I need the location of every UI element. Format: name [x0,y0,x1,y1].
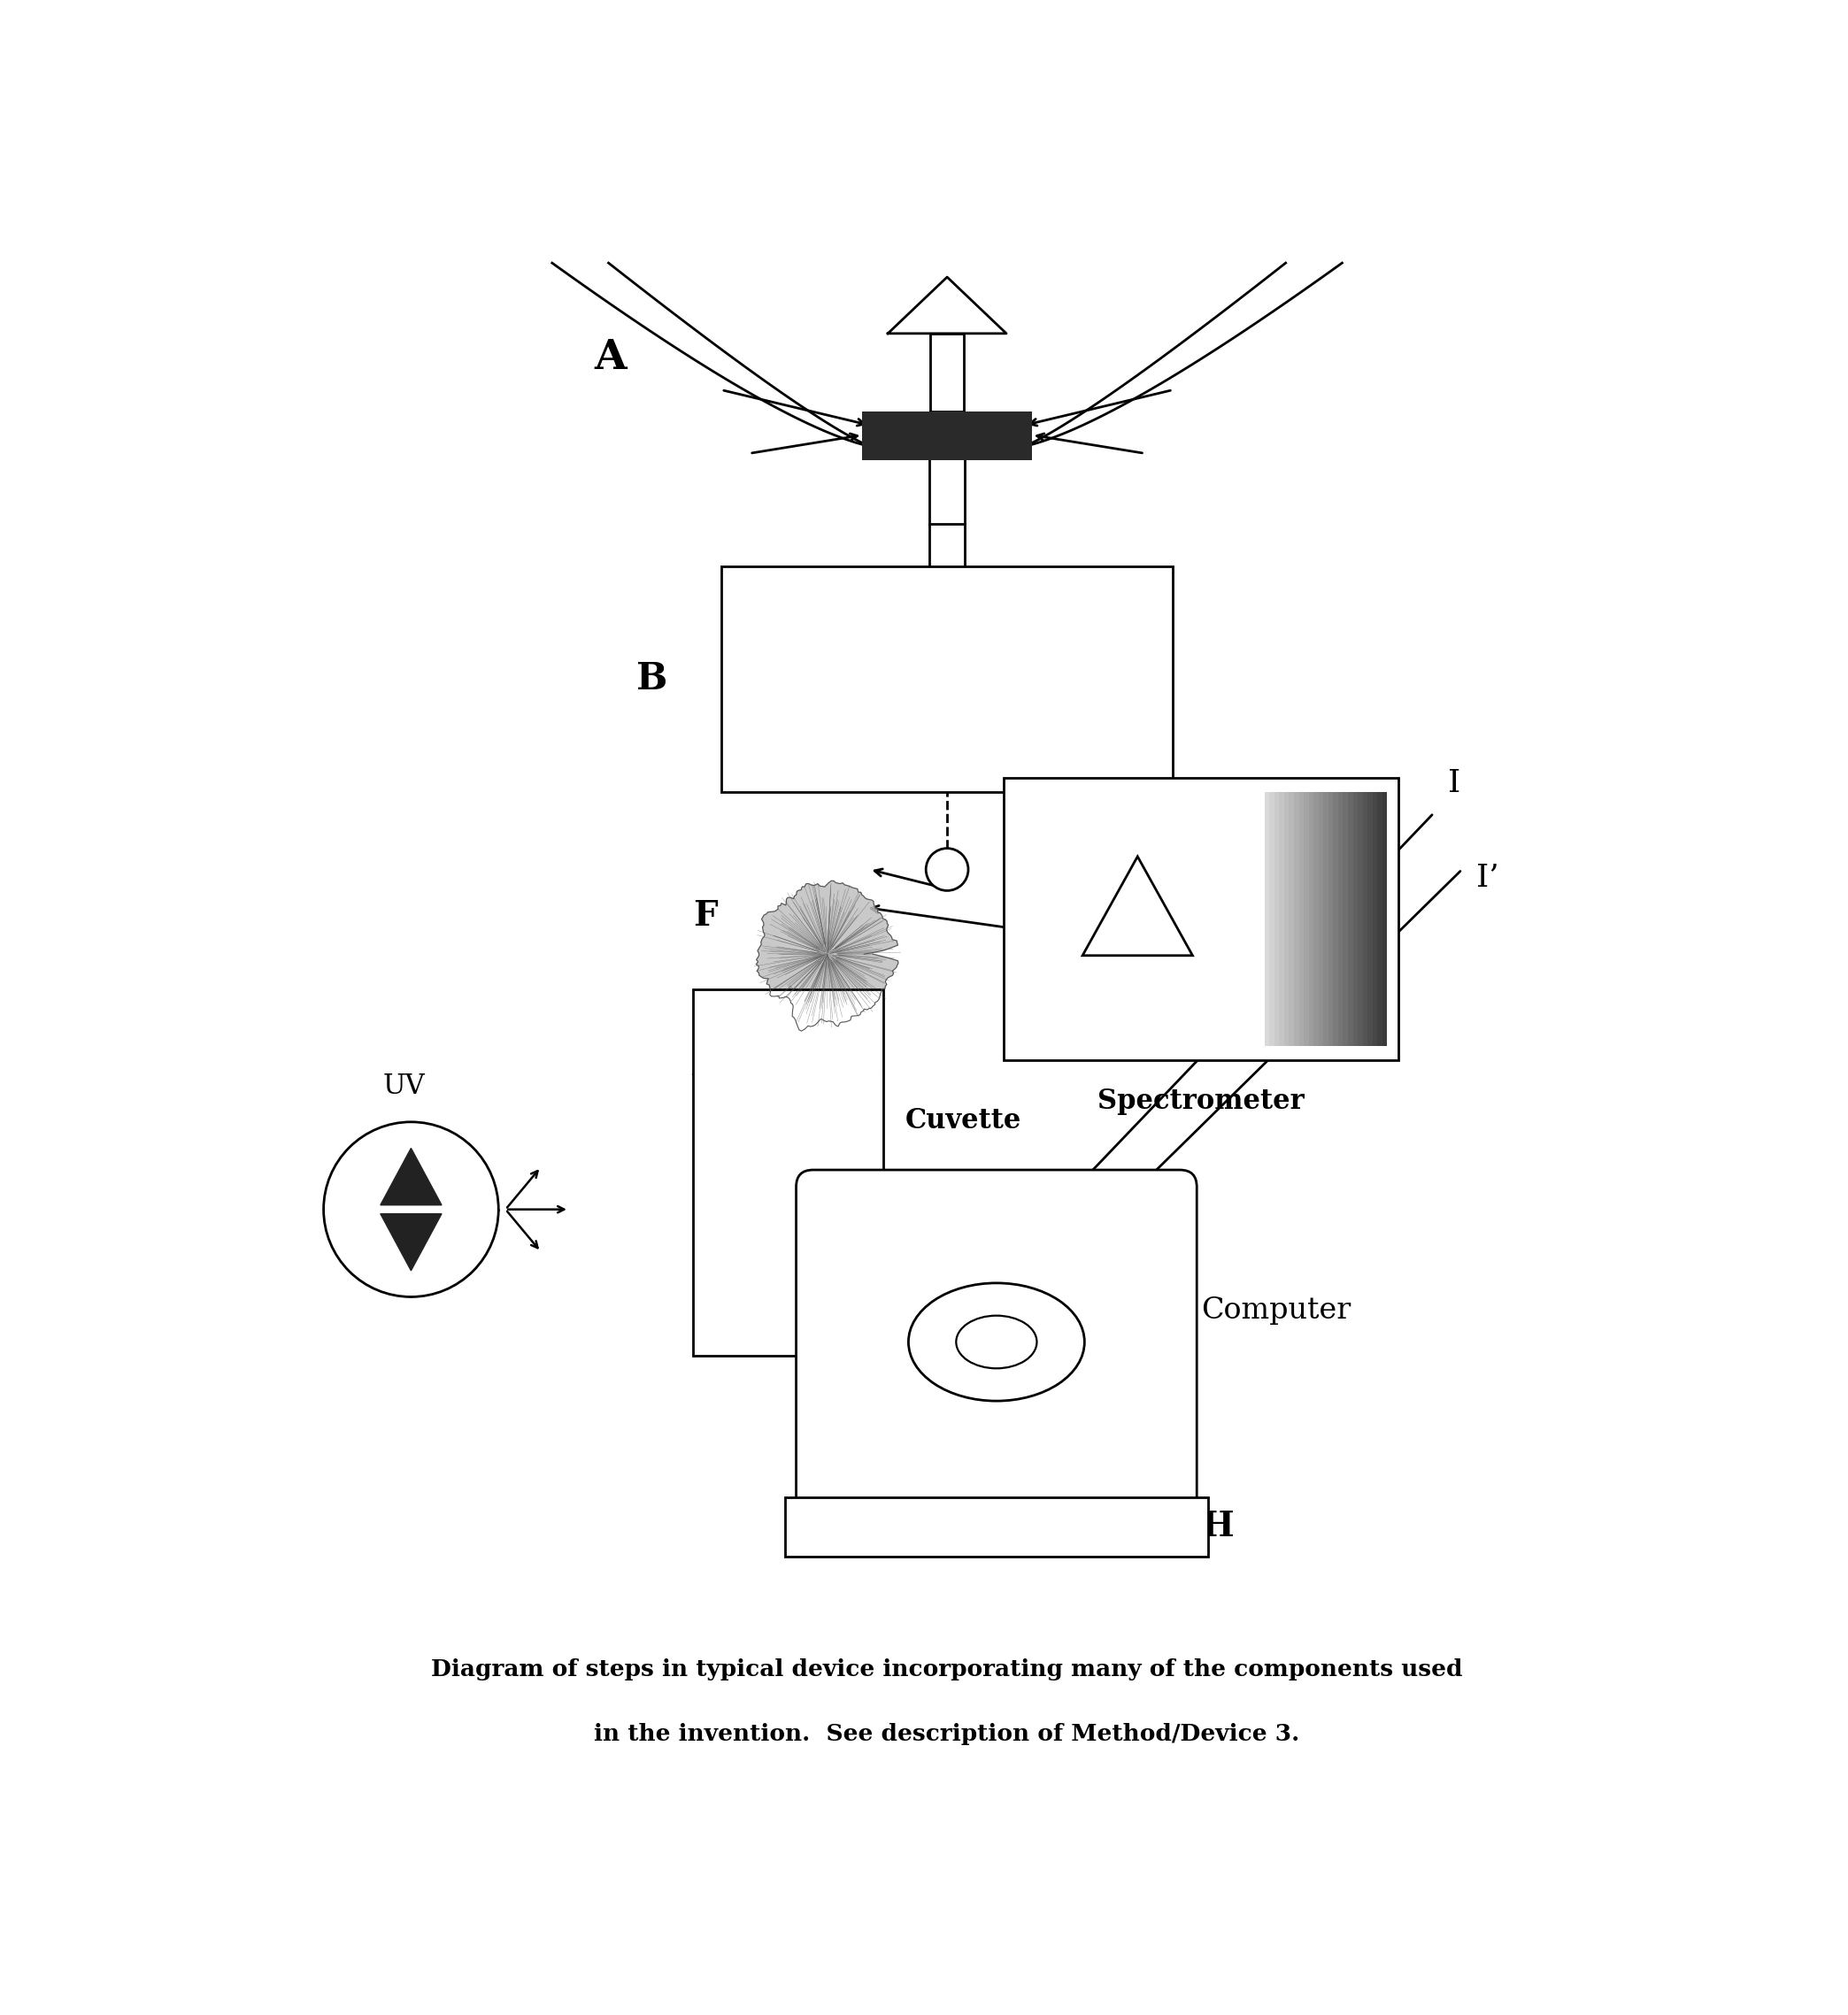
Bar [1382,792,1388,1046]
Bar [1347,792,1353,1046]
Bar [1373,792,1377,1046]
Text: A: A [595,337,626,377]
Polygon shape [381,1149,442,1205]
Bar [1338,792,1343,1046]
Bar [1294,792,1299,1046]
Bar [1305,792,1308,1046]
Polygon shape [1083,856,1192,955]
Bar [1299,792,1305,1046]
Bar [1003,778,1399,1060]
Polygon shape [930,332,965,411]
Text: Computer: Computer [1201,1298,1351,1326]
Ellipse shape [909,1284,1085,1400]
Text: Cuvette: Cuvette [906,1108,1022,1134]
Bar [1279,792,1284,1046]
Text: Diagram of steps in typical device incorporating many of the components used: Diagram of steps in typical device incor… [431,1658,1464,1681]
Bar [1329,792,1332,1046]
Bar [1323,792,1329,1046]
Text: H₂O: H₂O [1268,868,1334,899]
Text: UV: UV [383,1072,425,1100]
Circle shape [926,848,968,891]
Bar [785,1497,1209,1556]
Text: I: I [1447,768,1460,798]
Bar [1358,792,1362,1046]
Bar [863,411,1031,459]
Bar [1353,792,1358,1046]
Bar [1377,792,1382,1046]
Bar [1362,792,1368,1046]
Bar [1155,824,1247,943]
Bar [1270,792,1275,1046]
FancyBboxPatch shape [796,1171,1198,1513]
Bar [1343,792,1347,1046]
Ellipse shape [955,1316,1037,1368]
Text: I’: I’ [1477,862,1499,893]
Text: F: F [693,899,717,933]
Bar [1290,792,1294,1046]
Bar [1308,792,1314,1046]
Bar [1332,792,1338,1046]
Bar [1318,792,1323,1046]
Bar [721,566,1173,792]
Bar [1275,792,1279,1046]
Polygon shape [381,1213,442,1271]
Polygon shape [756,881,898,1032]
Bar [1284,792,1290,1046]
Text: Spectrometer: Spectrometer [1098,1088,1305,1116]
Text: H: H [1201,1509,1234,1543]
Bar [1264,792,1270,1046]
Bar [693,989,883,1356]
Text: D: D [1077,866,1107,901]
Text: B: B [638,661,667,697]
Text: C: C [933,1219,961,1253]
Text: in the invention.  See description of Method/Device 3.: in the invention. See description of Met… [595,1723,1299,1745]
Bar [1314,792,1318,1046]
Text: G: G [848,1016,876,1046]
Polygon shape [887,276,1007,332]
Bar [1368,792,1373,1046]
Circle shape [323,1122,499,1298]
